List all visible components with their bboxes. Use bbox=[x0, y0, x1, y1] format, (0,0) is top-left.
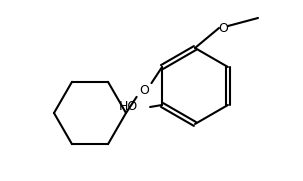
Text: O: O bbox=[139, 83, 149, 96]
Text: O: O bbox=[218, 22, 228, 35]
Text: HO: HO bbox=[119, 100, 138, 113]
